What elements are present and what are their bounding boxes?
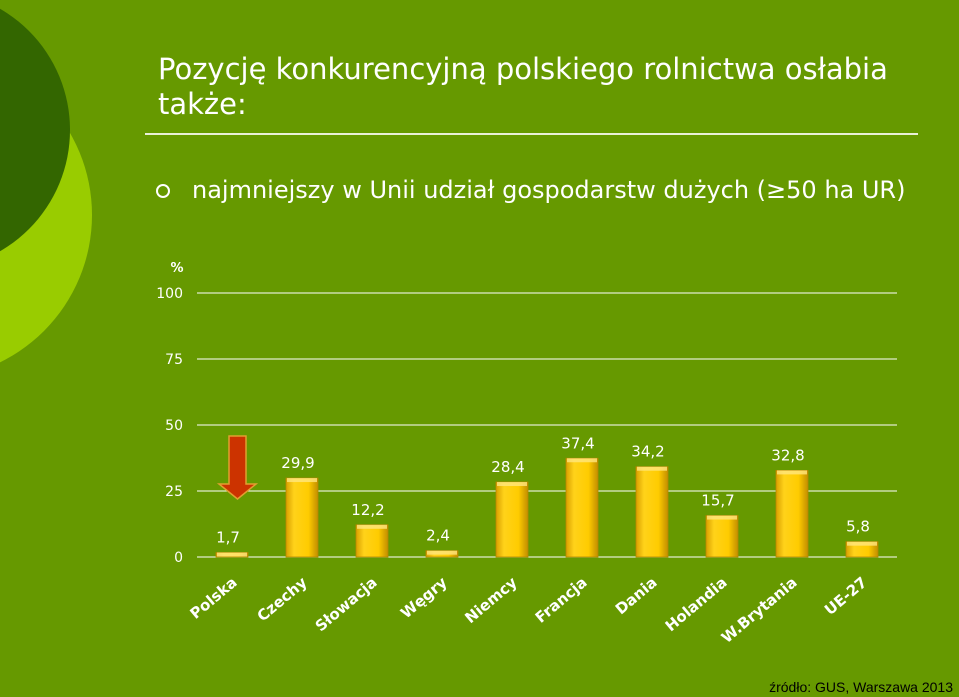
bar <box>565 457 599 558</box>
bullet-text: najmniejszy w Unii udział gospodarstw du… <box>192 176 906 204</box>
category-label: Polska <box>187 573 241 622</box>
bar-value-label: 28,4 <box>491 458 524 476</box>
bar-highlight <box>287 478 317 483</box>
y-tick-label: 75 <box>165 352 183 368</box>
title-underline <box>145 133 918 135</box>
y-tick-label: 25 <box>165 484 183 500</box>
bar <box>495 481 529 558</box>
category-label: UE-27 <box>821 573 871 619</box>
bar-highlight <box>217 552 247 557</box>
bar <box>705 515 739 558</box>
bar <box>635 466 669 558</box>
y-tick-label: 100 <box>156 286 183 302</box>
down-arrow-icon <box>216 435 259 500</box>
source-note: źródło: GUS, Warszawa 2013 <box>769 679 953 695</box>
bar-value-label: 2,4 <box>426 527 450 545</box>
bar-value-label: 37,4 <box>561 434 594 452</box>
bar-value-label: 29,9 <box>281 454 314 472</box>
category-label: Holandia <box>662 573 731 635</box>
bar-value-label: 32,8 <box>771 446 804 464</box>
bar-highlight <box>707 515 737 520</box>
bar-highlight <box>847 541 877 546</box>
bar <box>355 524 389 558</box>
bar <box>775 470 809 558</box>
bar-highlight <box>777 470 807 475</box>
bar-value-label: 34,2 <box>631 443 664 461</box>
y-tick-label: 0 <box>174 550 183 566</box>
y-axis-label: % <box>170 261 183 276</box>
category-label: Francja <box>532 573 591 626</box>
bar <box>285 477 319 558</box>
bar-value-label: 1,7 <box>216 529 240 547</box>
y-tick-label: 50 <box>165 418 183 434</box>
bar-value-label: 15,7 <box>701 492 734 510</box>
bar-value-label: 5,8 <box>846 518 870 536</box>
dark-green-circle <box>0 8 70 252</box>
category-label: W.Brytania <box>718 573 801 646</box>
bar-highlight <box>497 482 527 487</box>
bar-highlight <box>637 466 667 471</box>
category-label: Węgry <box>397 573 451 622</box>
bar-value-label: 12,2 <box>351 501 384 519</box>
bullet-circle-icon <box>156 184 170 198</box>
bar-highlight <box>567 458 597 463</box>
category-label: Czechy <box>254 573 311 625</box>
category-label: Dania <box>612 573 661 618</box>
category-label: Słowacja <box>312 573 381 635</box>
slide-title: Pozycję konkurencyjną polskiego rolnictw… <box>158 52 888 121</box>
bar-highlight <box>427 550 457 555</box>
category-label: Niemcy <box>461 573 520 627</box>
bar-highlight <box>357 524 387 529</box>
